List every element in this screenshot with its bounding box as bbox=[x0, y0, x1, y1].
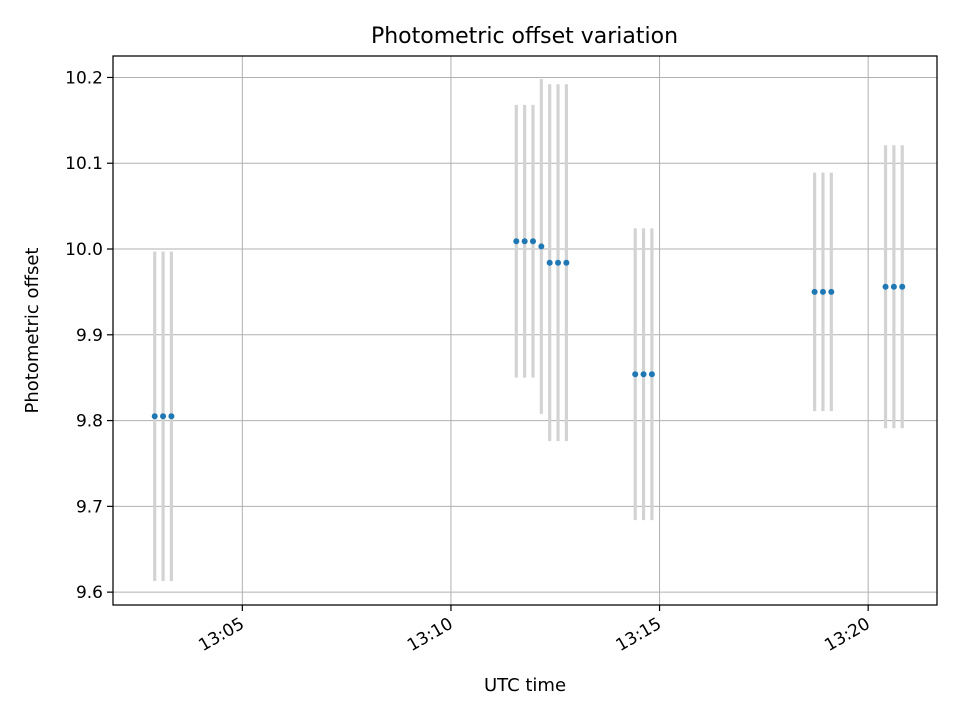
data-point bbox=[563, 259, 570, 266]
data-point bbox=[168, 413, 175, 420]
data-point bbox=[513, 238, 520, 245]
data-point bbox=[546, 259, 553, 266]
data-point bbox=[648, 371, 655, 378]
y-tick-label: 9.7 bbox=[76, 497, 103, 517]
data-point bbox=[529, 238, 536, 245]
data-points bbox=[151, 238, 906, 420]
data-point bbox=[555, 259, 562, 266]
data-point bbox=[811, 288, 818, 295]
plot-frame bbox=[112, 55, 938, 606]
y-axis-label: Photometric offset bbox=[22, 248, 43, 414]
data-point bbox=[640, 371, 647, 378]
y-tick-label: 9.9 bbox=[76, 326, 103, 346]
y-tick-label: 10.2 bbox=[65, 68, 103, 88]
y-tick-label: 10.0 bbox=[65, 240, 103, 260]
chart-title: Photometric offset variation bbox=[371, 24, 678, 49]
data-point bbox=[632, 371, 639, 378]
data-point bbox=[882, 283, 889, 290]
y-tick-label: 9.8 bbox=[76, 412, 103, 432]
data-point bbox=[890, 283, 897, 290]
data-point bbox=[899, 283, 906, 290]
data-point bbox=[828, 288, 835, 295]
y-tick-label: 9.6 bbox=[76, 583, 103, 603]
y-tick-label: 10.1 bbox=[65, 154, 103, 174]
x-axis-label: UTC time bbox=[484, 675, 566, 696]
data-point bbox=[538, 243, 545, 250]
data-point bbox=[819, 288, 826, 295]
data-point bbox=[151, 413, 158, 420]
data-point bbox=[160, 413, 167, 420]
data-point bbox=[521, 238, 528, 245]
